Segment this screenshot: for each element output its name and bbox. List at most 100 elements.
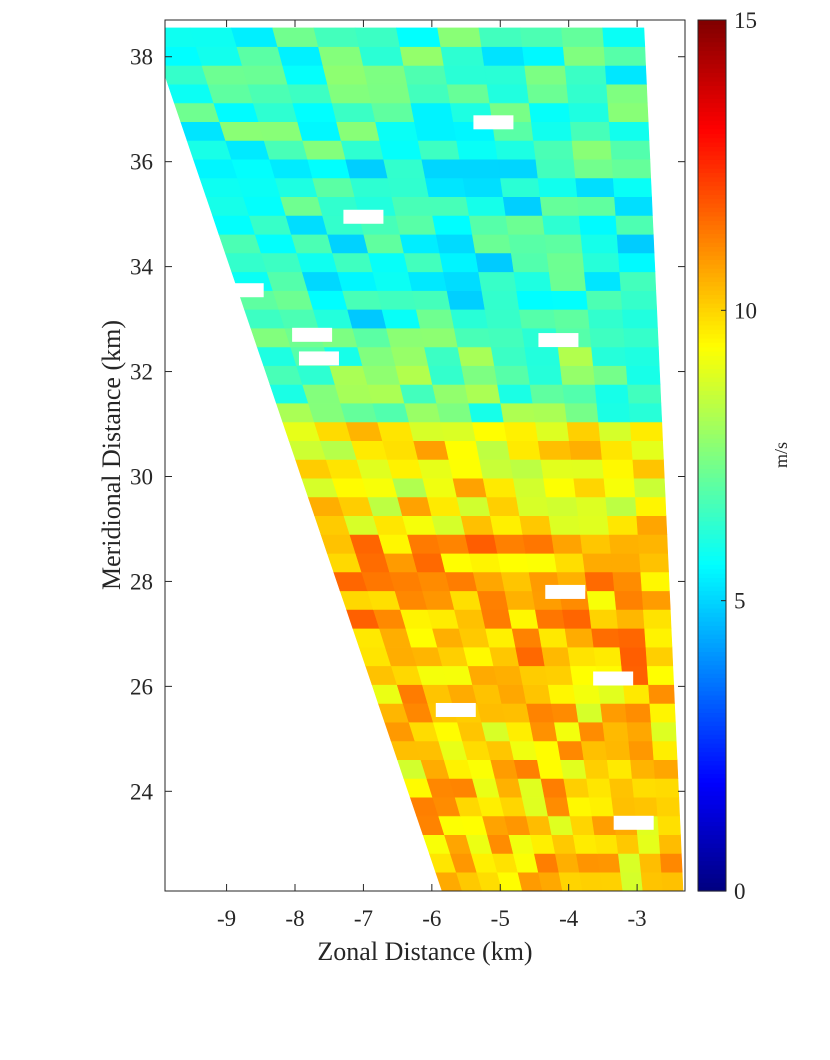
heatmap-cell [582, 552, 614, 573]
x-tick-label: -9 [217, 906, 236, 931]
colorbar-band [698, 176, 726, 182]
colorbar-band [698, 499, 726, 505]
heatmap-cell [266, 271, 309, 291]
heatmap-cell [588, 796, 615, 817]
colorbar-band [698, 150, 726, 156]
heatmap-cell [513, 271, 552, 291]
heatmap-cell [609, 778, 635, 798]
colorbar-band [698, 490, 726, 496]
heatmap-cell [439, 252, 479, 273]
heatmap-cell [278, 308, 319, 329]
colorbar-band [698, 63, 726, 69]
heatmap-cell [279, 196, 323, 216]
heatmap-cell [602, 27, 646, 47]
heatmap-cell [564, 627, 595, 648]
heatmap-cell [625, 365, 661, 385]
x-tick-label: -7 [354, 906, 373, 931]
colorbar-band [698, 769, 726, 775]
heatmap-cell [537, 440, 572, 460]
colorbar-band [698, 133, 726, 139]
colorbar-band [698, 146, 726, 152]
colorbar-band [698, 620, 726, 626]
colorbar-band [698, 451, 726, 457]
heatmap-cell [610, 140, 651, 160]
heatmap-cell [573, 158, 614, 179]
heatmap-cell [502, 196, 543, 216]
heatmap-cell [560, 759, 587, 779]
heatmap-cell [630, 759, 656, 779]
colorbar-band [698, 425, 726, 430]
heatmap-cell [426, 496, 462, 517]
heatmap-cell [511, 627, 543, 648]
heatmap-cell [272, 27, 319, 47]
heatmap-cell [547, 684, 577, 704]
heatmap-cell [454, 609, 486, 629]
heatmap-cell [325, 459, 363, 479]
colorbar-band [698, 525, 726, 531]
heatmap-cell [608, 534, 640, 554]
colorbar-band [698, 790, 726, 796]
heatmap-cell [494, 778, 523, 798]
heatmap-cell [605, 496, 638, 517]
heatmap-cell [322, 65, 368, 85]
colorbar-band [698, 381, 726, 387]
colorbar-band [698, 690, 726, 696]
heatmap-cell [417, 571, 451, 592]
heatmap-cell [632, 459, 665, 479]
heatmap-cell [487, 327, 526, 348]
heatmap-cell [446, 290, 486, 310]
colorbar-band [698, 115, 726, 121]
heatmap-cell [546, 252, 585, 273]
colorbar-band [698, 529, 726, 535]
colorbar-band [698, 455, 726, 461]
colorbar-tick-label: 0 [734, 879, 746, 904]
heatmap-cell [497, 684, 527, 704]
heatmap-cell [569, 815, 595, 836]
colorbar-band [698, 181, 726, 187]
colorbar-band [698, 786, 726, 792]
heatmap-cell [548, 515, 581, 535]
heatmap-cell [189, 27, 238, 47]
colorbar-band [698, 564, 726, 570]
missing-cell [292, 327, 333, 342]
heatmap-cell [522, 46, 566, 66]
heatmap-cell [640, 571, 670, 592]
heatmap-cell [564, 65, 607, 85]
heatmap-cell [269, 384, 309, 404]
colorbar-band [698, 725, 726, 731]
heatmap-cell [522, 534, 555, 554]
heatmap-cell [219, 121, 265, 141]
heatmap-cell [319, 440, 358, 460]
heatmap-cell [397, 496, 433, 517]
heatmap-cell [224, 252, 268, 273]
colorbar-band [698, 368, 726, 374]
heatmap-cell [661, 871, 684, 891]
heatmap-cell [534, 609, 566, 629]
heatmap-cell [312, 177, 356, 197]
colorbar-band [698, 481, 726, 487]
colorbar-band [698, 294, 726, 300]
heatmap-cell [165, 65, 209, 85]
colorbar-band [698, 120, 726, 126]
heatmap-cell [250, 327, 292, 348]
heatmap-cell [612, 571, 643, 592]
colorbar-band [698, 590, 726, 596]
x-tick-label: -5 [491, 906, 510, 931]
heatmap-cell [213, 102, 259, 122]
colorbar-band [698, 607, 726, 613]
heatmap-cell [383, 158, 426, 179]
heatmap-cell [545, 496, 579, 517]
y-tick-label: 38 [130, 45, 153, 70]
x-tick-label: -6 [422, 906, 441, 931]
heatmap-cell [519, 515, 552, 535]
heatmap-cell [533, 853, 560, 873]
heatmap-cell [448, 459, 484, 479]
heatmap-cell [361, 571, 396, 592]
heatmap-cell [459, 158, 501, 179]
heatmap-cell [640, 871, 664, 891]
heatmap-cell [596, 402, 631, 423]
heatmap-cell [562, 384, 598, 404]
heatmap-cell [575, 703, 604, 723]
colorbar-band [698, 316, 726, 322]
colorbar-band [698, 677, 726, 683]
